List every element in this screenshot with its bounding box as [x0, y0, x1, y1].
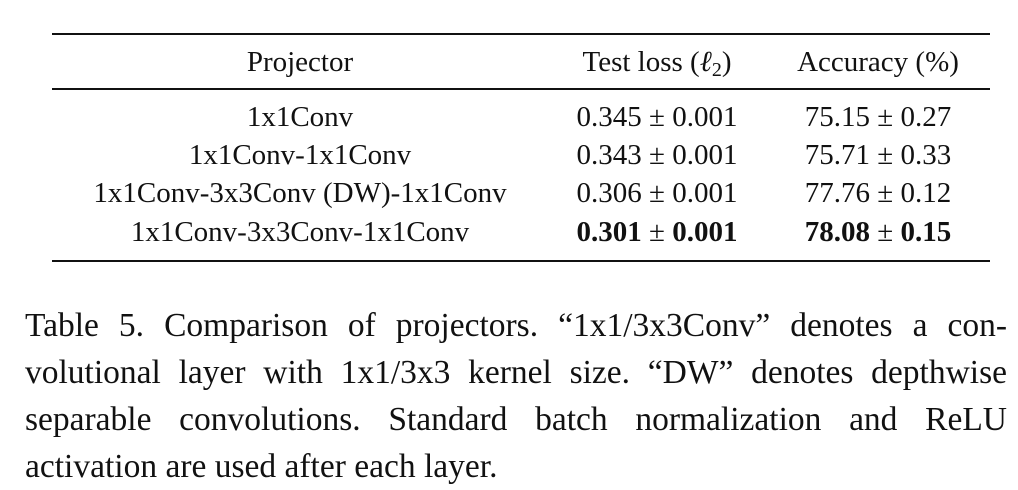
row-2-test-loss: 0.343 ± 0.001	[576, 139, 738, 171]
table-top-rule	[52, 33, 990, 35]
row-2-projector: 1x1Conv-1x1Conv	[188, 139, 412, 171]
row-3-accuracy: 77.76 ± 0.12	[804, 177, 952, 209]
row-3-test-loss: 0.306 ± 0.001	[576, 177, 738, 209]
row-1-accuracy: 75.15 ± 0.27	[804, 101, 952, 133]
row-3-projector: 1x1Conv-3x3Conv (DW)-1x1Conv	[93, 177, 507, 209]
row-1-projector: 1x1Conv	[246, 101, 354, 133]
header-projector: Projector	[246, 46, 354, 78]
header-test-loss: Test loss (ℓ2)	[582, 46, 732, 81]
header-accuracy: Accuracy (%)	[797, 46, 959, 78]
table-header-rule	[52, 88, 990, 90]
table-caption: Table 5. Comparison of projectors. “1x1/…	[25, 307, 1007, 485]
row-4-accuracy-best: 78.08 ± 0.15	[804, 216, 952, 248]
row-2-accuracy: 75.71 ± 0.33	[804, 139, 952, 171]
row-1-test-loss: 0.345 ± 0.001	[576, 101, 738, 133]
row-4-projector: 1x1Conv-3x3Conv-1x1Conv	[130, 216, 470, 248]
row-4-test-loss-best: 0.301 ± 0.001	[576, 216, 738, 248]
table-bottom-rule	[52, 260, 990, 262]
